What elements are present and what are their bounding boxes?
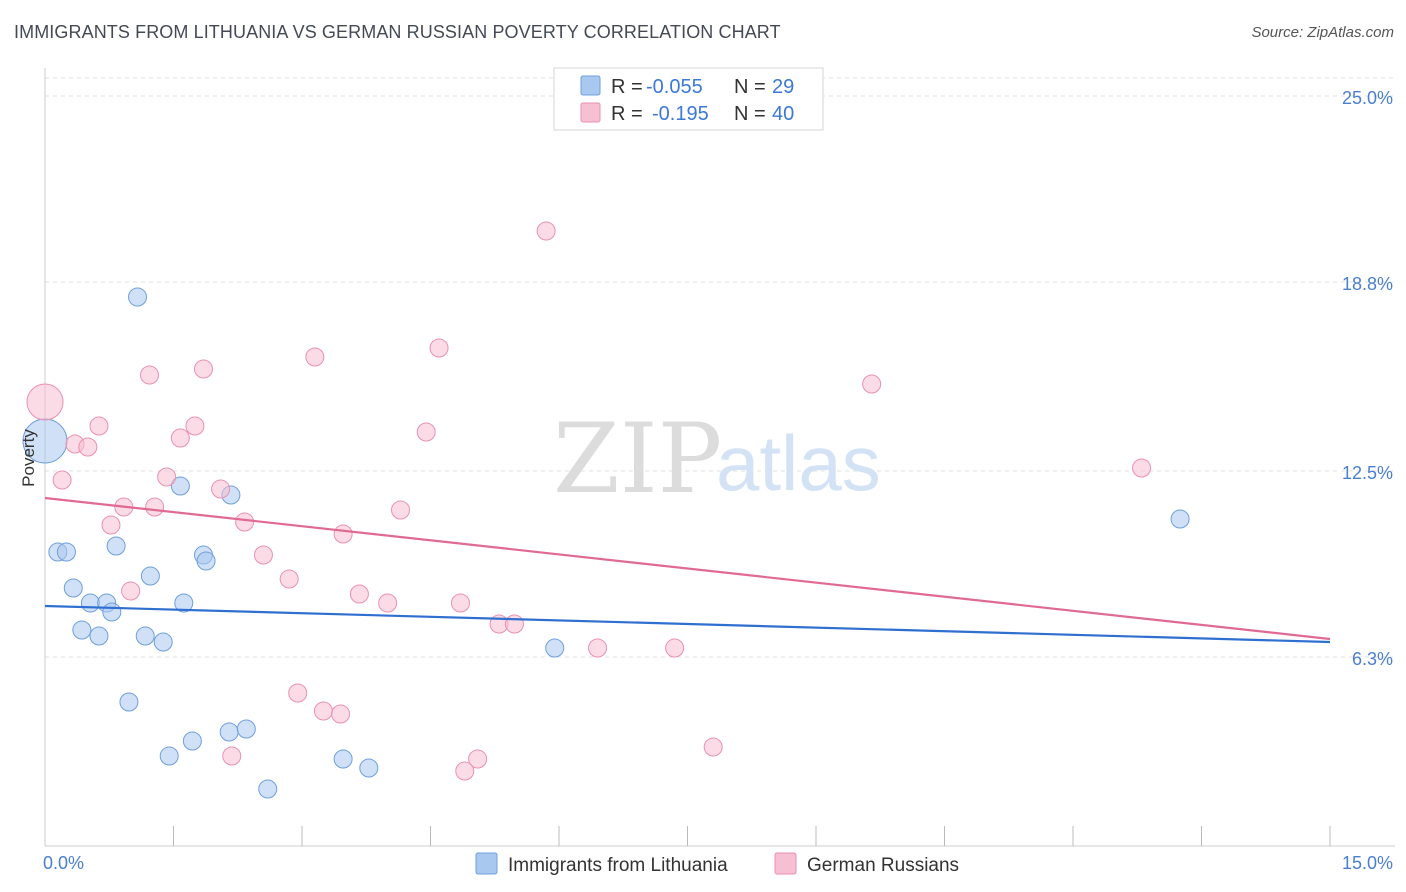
bottom-legend: Immigrants from Lithuania German Russian… xyxy=(475,852,959,876)
point-lithuania-7 xyxy=(102,602,122,622)
legend-n-label-1: N = xyxy=(734,76,766,98)
legend-swatch-lithuania xyxy=(580,75,601,96)
bottom-legend-swatch-german-russians xyxy=(774,852,797,875)
y-tick-label-0: 6.3% xyxy=(1352,649,1393,669)
point-lithuania-3 xyxy=(56,542,76,562)
y-axis-title: Poverty xyxy=(19,429,38,487)
bottom-legend-label-german-russians: German Russians xyxy=(807,855,959,876)
trend-lines xyxy=(44,496,1331,644)
watermark-atlas: atlas xyxy=(716,419,881,507)
chart-title: IMMIGRANTS FROM LITHUANIA VS GERMAN RUSS… xyxy=(14,22,781,42)
point-german-russians-10 xyxy=(157,467,177,487)
point-german-russians-18 xyxy=(305,347,325,367)
point-german-russians-31 xyxy=(862,374,882,394)
point-german-russians-17 xyxy=(279,569,299,589)
x-ticks xyxy=(173,826,1331,846)
legend-n-value-1: 29 xyxy=(772,76,794,98)
y-tick-labels: 6.3% 12.5% 18.8% 25.0% xyxy=(1342,88,1393,669)
point-lithuania-8 xyxy=(72,620,92,640)
point-german-russians-36 xyxy=(222,746,242,766)
legend-r-label-2: R = xyxy=(611,103,643,125)
point-lithuania-28 xyxy=(1170,509,1190,529)
point-german-russians-1 xyxy=(52,470,72,490)
point-german-russians-38 xyxy=(455,761,475,781)
point-lithuania-22 xyxy=(219,722,239,742)
point-lithuania-27 xyxy=(545,638,565,658)
point-german-russians-30 xyxy=(665,638,685,658)
point-lithuania-21 xyxy=(159,746,179,766)
legend-r-label-1: R = xyxy=(611,76,643,98)
point-german-russians-3 xyxy=(78,437,98,457)
y-tick-label-1: 12.5% xyxy=(1342,463,1393,483)
point-german-russians-11 xyxy=(170,428,190,448)
point-german-russians-23 xyxy=(416,422,436,442)
point-german-russians-35 xyxy=(331,704,351,724)
point-lithuania-1 xyxy=(128,287,148,307)
point-german-russians-34 xyxy=(313,701,333,721)
x-tick-label-max: 15.0% xyxy=(1342,853,1393,873)
point-lithuania-25 xyxy=(333,749,353,769)
point-lithuania-24 xyxy=(258,779,278,799)
point-german-russians-27 xyxy=(504,614,524,634)
point-german-russians-15 xyxy=(235,512,255,532)
legend-n-label-2: N = xyxy=(734,103,766,125)
bottom-legend-swatch-lithuania xyxy=(475,852,498,875)
point-german-russians-22 xyxy=(391,500,411,520)
point-german-russians-13 xyxy=(193,359,213,379)
point-lithuania-26 xyxy=(359,758,379,778)
point-lithuania-19 xyxy=(119,692,139,712)
x-tick-label-min: 0.0% xyxy=(43,853,84,873)
legend-r-value-1: -0.055 xyxy=(646,76,703,98)
point-german-russians-16 xyxy=(253,545,273,565)
source-label: Source: ZipAtlas.com xyxy=(1251,24,1394,41)
watermark: ZIP atlas xyxy=(553,403,881,515)
grid-lines xyxy=(45,77,1395,658)
point-german-russians-12 xyxy=(185,416,205,436)
point-german-russians-32 xyxy=(1132,458,1152,478)
y-tick-label-3: 25.0% xyxy=(1342,88,1393,108)
point-lithuania-20 xyxy=(182,731,202,751)
legend-r-value-2: -0.195 xyxy=(652,103,709,125)
point-lithuania-14 xyxy=(170,476,190,496)
point-german-russians-37 xyxy=(468,749,488,769)
point-german-russians-21 xyxy=(378,593,398,613)
point-german-russians-4 xyxy=(89,416,109,436)
point-lithuania-15 xyxy=(174,593,194,613)
point-german-russians-29 xyxy=(588,638,608,658)
point-lithuania-10 xyxy=(106,536,126,556)
bottom-legend-label-lithuania: Immigrants from Lithuania xyxy=(508,855,728,876)
legend-swatch-german-russians xyxy=(580,102,601,123)
point-lithuania-4 xyxy=(63,578,83,598)
y-tick-label-2: 18.8% xyxy=(1342,274,1393,294)
trend-line-german-russians xyxy=(44,496,1331,641)
point-german-russians-5 xyxy=(101,515,121,535)
point-german-russians-0 xyxy=(26,383,64,421)
point-lithuania-9 xyxy=(89,626,109,646)
point-german-russians-28 xyxy=(536,221,556,241)
point-german-russians-25 xyxy=(450,593,470,613)
point-german-russians-14 xyxy=(211,479,231,499)
point-lithuania-23 xyxy=(236,719,256,739)
point-lithuania-5 xyxy=(80,593,100,613)
top-legend: R = -0.055 N = 29 R = -0.195 N = 40 xyxy=(553,67,824,131)
point-german-russians-19 xyxy=(333,524,353,544)
point-lithuania-11 xyxy=(140,566,160,586)
trend-line-lithuania xyxy=(44,604,1331,644)
watermark-zip: ZIP xyxy=(553,403,722,515)
point-german-russians-9 xyxy=(145,497,165,517)
point-german-russians-24 xyxy=(429,338,449,358)
point-lithuania-12 xyxy=(135,626,155,646)
point-lithuania-13 xyxy=(153,632,173,652)
point-german-russians-7 xyxy=(121,581,141,601)
point-german-russians-8 xyxy=(140,365,160,385)
point-german-russians-39 xyxy=(703,737,723,757)
point-lithuania-17 xyxy=(196,551,216,571)
point-german-russians-20 xyxy=(349,584,369,604)
legend-n-value-2: 40 xyxy=(772,103,794,125)
point-german-russians-33 xyxy=(288,683,308,703)
